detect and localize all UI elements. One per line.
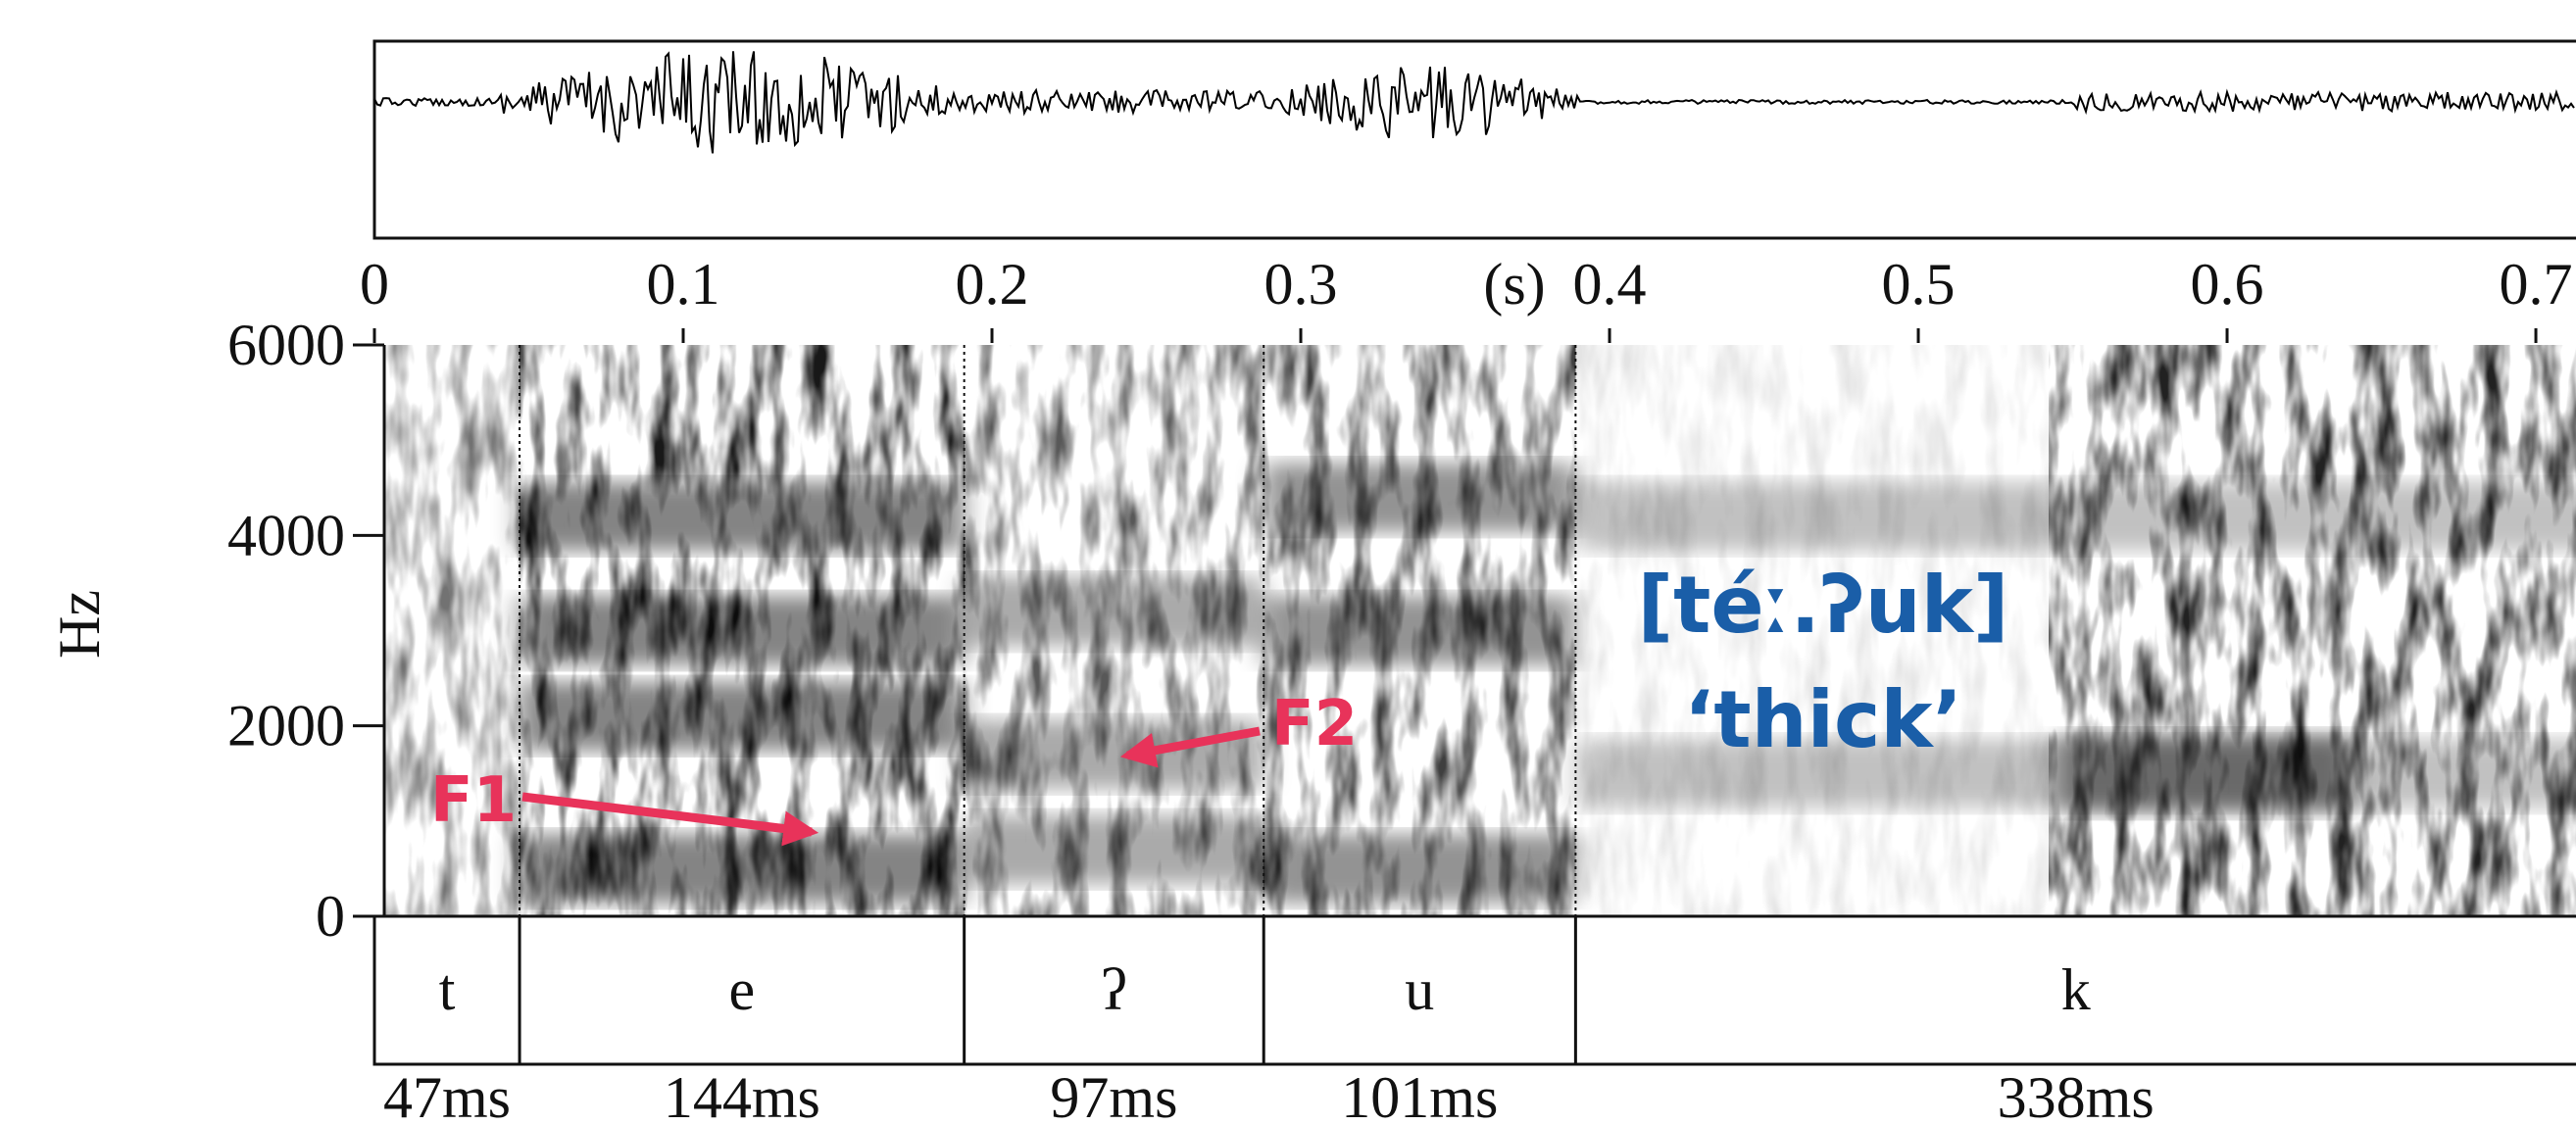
formant-band (1263, 596, 1576, 665)
x-tick-label: 0.6 (2191, 252, 2264, 317)
spec-noise (384, 345, 520, 916)
formant-band (1575, 481, 2576, 551)
duration-label: 47ms (383, 1065, 511, 1125)
formant-band (1263, 463, 1576, 532)
formant-band (520, 481, 965, 551)
x-tick-label: 0.2 (956, 252, 1029, 317)
duration-label: 101ms (1341, 1065, 1498, 1125)
tier-box (372, 914, 2576, 1066)
segment-label: k (2061, 957, 2091, 1022)
transcription: [téː.ʔuk] (1638, 560, 2009, 651)
x-tick-label: 0.5 (1882, 252, 1956, 317)
x-tick-label: 0.4 (1573, 252, 1647, 317)
segment-label: e (729, 957, 756, 1022)
y-tick-label: 4000 (227, 503, 345, 567)
duration-label: 338ms (1998, 1065, 2155, 1125)
f2-label: F2 (1271, 688, 1358, 760)
formant-band (1263, 834, 1576, 904)
waveform-box (372, 39, 2576, 240)
formant-band (964, 577, 1264, 647)
x-tick-label: 0 (360, 252, 389, 317)
y-tick-label: 2000 (227, 694, 345, 758)
formant-band (520, 596, 965, 665)
f2-arrow (1119, 726, 1261, 768)
segment-label: ʔ (1101, 957, 1127, 1022)
spectrogram (384, 345, 2576, 916)
y-axis-label: Hz (47, 590, 112, 659)
x-unit-label: (s) (1483, 252, 1545, 317)
formant-band (520, 834, 965, 904)
formant-band (2058, 734, 2353, 813)
gloss: ‘thick’ (1684, 674, 1962, 765)
duration-label: 144ms (664, 1065, 820, 1125)
formant-band (520, 681, 965, 751)
x-tick-label: 0.3 (1264, 252, 1338, 317)
formant-band (964, 814, 1264, 884)
f1-arrow (521, 792, 819, 847)
y-tick-label: 6000 (227, 313, 345, 377)
waveform (373, 51, 2575, 154)
formant-band (964, 719, 1264, 789)
y-tick-label: 0 (316, 884, 345, 949)
x-tick-label: 0.7 (2500, 252, 2573, 317)
duration-label: 97ms (1050, 1065, 1177, 1125)
spec-noise (2049, 345, 2576, 916)
f1-label: F1 (430, 764, 517, 837)
x-tick-label: 0.1 (647, 252, 720, 317)
segment-label: t (439, 957, 456, 1022)
segment-label: u (1405, 957, 1434, 1022)
